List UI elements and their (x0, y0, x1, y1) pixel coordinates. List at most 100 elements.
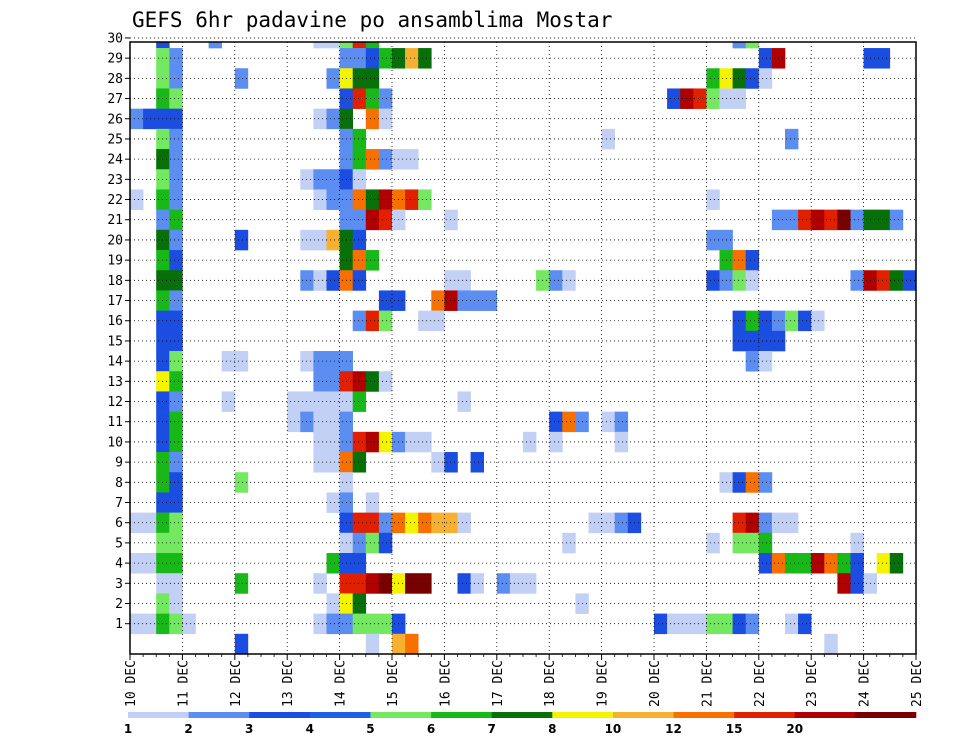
heatmap-cell (208, 42, 222, 49)
heatmap-cell (169, 411, 183, 433)
heatmap-cell (130, 512, 144, 534)
heatmap-cell (313, 391, 327, 412)
heatmap-cell (745, 351, 760, 372)
heatmap-cell (169, 270, 183, 291)
heatmap-cell (876, 48, 891, 69)
heatmap-cell (706, 68, 720, 89)
heatmap-cell (889, 270, 904, 291)
heatmap-cell (470, 452, 484, 473)
heatmap-cell (549, 270, 563, 291)
heatmap-cell (352, 209, 367, 231)
heatmap-cell (378, 189, 393, 210)
heatmap-cell (667, 613, 681, 635)
y-tick-label: 17 (107, 294, 123, 309)
heatmap-cell (745, 250, 760, 271)
heatmap-cell (313, 270, 327, 291)
heatmap-cell (169, 391, 183, 412)
heatmap-cell (169, 351, 183, 372)
y-axis: 1234567891011121314151617181920212223242… (107, 31, 130, 632)
heatmap-cell (745, 68, 760, 89)
heatmap-cell (876, 209, 891, 231)
heatmap-cell (601, 128, 615, 150)
y-tick-label: 12 (107, 395, 123, 410)
heatmap-cell (326, 452, 340, 473)
heatmap-cell (326, 169, 340, 190)
heatmap-cell (234, 351, 249, 372)
legend-swatch (612, 712, 674, 718)
heatmap-cell (352, 573, 367, 594)
heatmap-cell (234, 472, 249, 493)
heatmap-cell (876, 270, 891, 291)
heatmap-cell (169, 68, 183, 89)
heatmap-cell (418, 310, 432, 332)
legend-swatch (794, 712, 856, 718)
heatmap-cell (156, 42, 170, 49)
heatmap-cell (352, 128, 367, 150)
heatmap-cell (169, 209, 183, 231)
heatmap-cell (365, 431, 380, 453)
heatmap-cell (811, 553, 825, 574)
heatmap-cell (378, 108, 393, 130)
heatmap-cell (326, 68, 340, 89)
heatmap-cell (405, 633, 419, 655)
heatmap-cell (693, 613, 707, 635)
heatmap-cell (169, 290, 183, 311)
x-tick-label: 10 DEC (124, 660, 139, 707)
heatmap-cell (169, 553, 183, 574)
heatmap-cell (313, 452, 327, 473)
heatmap-cell (850, 532, 864, 554)
heatmap-cell (326, 189, 340, 210)
heatmap-cell (889, 553, 904, 574)
heatmap-cell (326, 391, 340, 412)
heatmap-cell (418, 189, 432, 210)
heatmap-cell (758, 472, 773, 493)
heatmap-cell (352, 270, 367, 291)
heatmap-cell (405, 189, 419, 210)
heatmap-cell (378, 573, 393, 594)
heatmap-cell (326, 351, 340, 372)
heatmap-cell (758, 532, 773, 554)
y-tick-label: 11 (107, 415, 123, 430)
y-tick-label: 2 (115, 597, 123, 612)
heatmap-cell (562, 532, 576, 554)
heatmap-cell (850, 270, 864, 291)
heatmap-cell (352, 452, 367, 473)
heatmap-cell (785, 553, 799, 574)
heatmap-cell (352, 149, 367, 170)
heatmap-cell (745, 310, 760, 332)
x-tick-label: 15 DEC (386, 660, 401, 707)
heatmap-cell (234, 633, 249, 655)
heatmap-cell (365, 371, 380, 392)
legend-swatch (249, 712, 311, 718)
heatmap-cell (457, 573, 471, 594)
heatmap-cell (732, 472, 746, 493)
heatmap-cell (405, 48, 419, 69)
heatmap-cell (326, 42, 340, 49)
heatmap-cell (509, 573, 524, 594)
heatmap-cell (444, 512, 458, 534)
heatmap-cell (706, 532, 720, 554)
legend-swatch (309, 712, 371, 718)
heatmap-cell (745, 532, 760, 554)
heatmap-cell (614, 411, 629, 433)
heatmap-cell (706, 88, 720, 109)
heatmap-cell (601, 411, 615, 433)
heatmap-cell (326, 371, 340, 392)
heatmap-cell (811, 209, 825, 231)
heatmap-cell (234, 229, 249, 251)
heatmap-cell (365, 149, 380, 170)
legend-label: 8 (548, 722, 556, 736)
heatmap-cell (378, 149, 393, 170)
heatmap-cell (169, 310, 183, 332)
heatmap-cell (798, 209, 812, 231)
x-tick-label: 20 DEC (648, 660, 663, 707)
heatmap-cell (902, 270, 917, 291)
heatmap-cell (352, 250, 367, 271)
heatmap-cell (313, 613, 327, 635)
legend-swatch (370, 712, 432, 718)
heatmap-cell (313, 573, 327, 594)
y-tick-label: 8 (115, 476, 123, 491)
heatmap-cell (169, 472, 183, 493)
heatmap-cell (378, 532, 393, 554)
